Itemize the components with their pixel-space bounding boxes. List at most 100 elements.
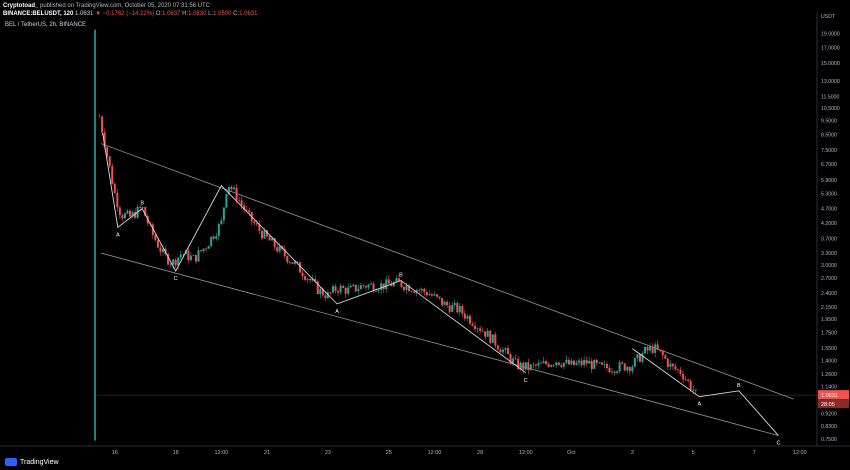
- candle-body: [144, 207, 147, 217]
- candle-body: [101, 116, 104, 133]
- candle-body: [227, 186, 230, 194]
- candle-body: [545, 361, 548, 364]
- candle-body: [304, 276, 307, 280]
- candle-body: [382, 283, 385, 290]
- y-tick-label: 1.9500: [821, 317, 837, 323]
- publish-info: published on TradingView.com, October 05…: [38, 3, 211, 9]
- countdown-label: 28:05: [821, 402, 835, 408]
- candle-body: [692, 389, 695, 391]
- candle-body: [197, 250, 200, 262]
- candle-body: [207, 246, 210, 249]
- candle-body: [235, 187, 238, 201]
- candle-body: [441, 298, 444, 306]
- close-value: 1.0631: [239, 11, 258, 17]
- candle-body: [654, 344, 657, 353]
- candle-body: [200, 250, 203, 252]
- candle-body: [456, 303, 459, 313]
- candles: [98, 114, 697, 395]
- candle-body: [575, 362, 578, 365]
- open-label: O:: [155, 11, 163, 17]
- open-value: 1.0637: [162, 11, 181, 17]
- candle-body: [499, 349, 502, 353]
- x-tick-label: 21: [264, 450, 270, 456]
- y-tick-label: 1.1400: [821, 384, 837, 390]
- wave-label: B: [140, 201, 144, 207]
- candle-body: [578, 360, 581, 363]
- y-tick-label: 5.9000: [821, 178, 837, 184]
- candle-body: [131, 211, 134, 217]
- candle-body: [291, 262, 294, 264]
- candle-body: [334, 286, 337, 292]
- author-name[interactable]: Cryptotoad_: [3, 3, 39, 9]
- candle-body: [116, 192, 119, 208]
- y-tick-label: 10.5000: [821, 106, 840, 112]
- candle-body: [649, 346, 652, 351]
- candle-body: [674, 366, 677, 370]
- candle-body: [278, 246, 281, 252]
- candle-body: [103, 132, 106, 148]
- candle-body: [324, 295, 327, 299]
- candle-body: [479, 328, 482, 331]
- candle-body: [468, 315, 471, 324]
- candle-body: [461, 306, 464, 314]
- candle-body: [580, 360, 583, 365]
- candle-body: [98, 116, 101, 118]
- candle-body: [106, 147, 109, 157]
- candle-body: [367, 284, 370, 288]
- low-label: L:: [208, 11, 214, 17]
- candle-body: [182, 254, 185, 255]
- candle-body: [306, 278, 309, 280]
- candle-body: [286, 256, 289, 263]
- candle-body: [618, 362, 621, 372]
- y-tick-label: 9.5000: [821, 118, 837, 124]
- y-tick-label: 1.5500: [821, 346, 837, 352]
- candle-body: [557, 362, 560, 366]
- candle-body: [126, 210, 129, 214]
- low-value: 1.0500: [213, 11, 232, 17]
- candle-body: [220, 220, 223, 224]
- candle-body: [677, 369, 680, 371]
- candle-body: [451, 304, 454, 312]
- countdown-tag: [818, 399, 849, 409]
- candle-body: [623, 363, 626, 371]
- candle-body: [458, 306, 461, 313]
- candle-body: [689, 380, 692, 390]
- candle-body: [682, 373, 685, 380]
- candle-body: [519, 362, 522, 370]
- wave-label: C: [776, 441, 780, 447]
- wave-label: A: [116, 232, 120, 238]
- candle-body: [636, 354, 639, 359]
- symbol-label: BINANCE:BELUSDT, 120: [3, 11, 74, 17]
- tradingview-logo[interactable]: TradingView: [5, 458, 59, 466]
- candle-body: [641, 353, 644, 362]
- price-change: ▼ −0.1762 (−14.22%): [95, 11, 155, 17]
- candle-body: [141, 207, 144, 208]
- candle-body: [276, 247, 279, 252]
- candle-body: [438, 296, 441, 299]
- candle-body: [326, 292, 329, 299]
- candle-body: [268, 236, 271, 241]
- candle-body: [370, 283, 373, 285]
- candle-body: [408, 285, 411, 292]
- price-tag: [818, 390, 849, 400]
- candle-body: [217, 223, 220, 237]
- candle-body: [491, 334, 494, 343]
- candle-body: [266, 230, 269, 237]
- candle-body: [504, 348, 507, 350]
- candle-body: [233, 187, 236, 190]
- x-tick-label: 16: [112, 450, 118, 456]
- x-tick-label: 5: [692, 450, 695, 456]
- wave-label: B: [737, 383, 741, 389]
- candle-body: [474, 325, 477, 329]
- candle-body: [517, 358, 520, 370]
- candle-body: [656, 344, 659, 350]
- candle-body: [532, 364, 535, 366]
- x-tick-label: 12:00: [519, 450, 533, 456]
- current-price: 1.0631: [75, 11, 94, 17]
- y-tick-label: 6.7000: [821, 162, 837, 168]
- candle-body: [486, 330, 489, 337]
- candle-body: [344, 287, 347, 294]
- candle-body: [562, 362, 565, 367]
- candle-body: [669, 363, 672, 367]
